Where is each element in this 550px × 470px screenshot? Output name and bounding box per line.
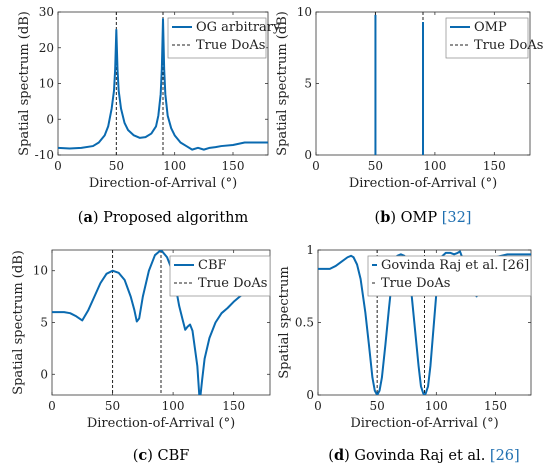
panel-caption: (d) Govinda Raj et al. [26] (328, 447, 519, 464)
y-axis-label: Spatial spectrum (dB) (275, 11, 290, 156)
y-tick-label: 10 (297, 5, 312, 19)
x-tick-label: 50 (368, 159, 383, 173)
y-tick-label: 0 (40, 367, 48, 381)
chart-panel-3: 0 50 100 150 0 5 10 Direction-of-Arrival (°) Spa… (11, 249, 271, 464)
legend-box (169, 255, 271, 297)
legend-true-doas-label: True DoAs (381, 276, 450, 291)
legend-series-label: CBF (198, 258, 227, 273)
y-axis-label: Spatial spectrum (dB) (11, 250, 26, 395)
y-tick-label: 0.5 (295, 316, 314, 330)
legend: Govinda Raj et al. [26] True DoAs (367, 255, 532, 297)
x-tick-label: 150 (222, 159, 245, 173)
y-tick-label: 20 (39, 41, 54, 55)
y-tick-label: 1 (306, 243, 314, 257)
x-tick-label: 50 (370, 399, 385, 413)
x-tick-label: 0 (48, 399, 56, 413)
legend-true-doas-label: True DoAs (196, 38, 265, 53)
x-axis-label: Direction-of-Arrival (°) (350, 416, 498, 431)
chart-panel-4: 0 50 100 150 0 0.5 1 Direction-of-Arrival (°) Sp… (277, 243, 532, 464)
y-axis-label: Spatial spectrum (dB) (17, 11, 32, 156)
legend-true-doas-label: True DoAs (198, 276, 267, 291)
x-tick-label: 100 (425, 399, 448, 413)
y-tick-label: 5 (40, 316, 48, 330)
legend-box (367, 255, 532, 297)
y-tick-label: 0 (46, 112, 54, 126)
legend: OMP True DoAs (445, 17, 543, 59)
x-tick-label: 0 (314, 399, 322, 413)
panel-caption: (a) Proposed algorithm (78, 209, 249, 226)
legend-series-label: OG arbitrary (196, 20, 281, 35)
chart-panel-1: 0 50 100 150-100102030Direction-of-Arrival … (17, 5, 281, 226)
legend: OG arbitrary True DoAs (167, 17, 281, 59)
x-tick-label: 100 (423, 159, 446, 173)
legend-series-label: OMP (474, 20, 507, 35)
chart-panel-2: 0 50 100 150 0 5 10 Direction-of-Arrival (°) Spa… (275, 5, 543, 226)
x-tick-label: 50 (105, 399, 120, 413)
x-axis-label: Direction-of-Arrival (°) (349, 176, 497, 191)
y-axis-label: Spatial spectrum (277, 266, 292, 379)
x-tick-label: 150 (483, 159, 506, 173)
legend-box (167, 17, 267, 59)
panel-caption: (b) OMP [32] (375, 209, 472, 226)
y-tick-label: -10 (35, 148, 54, 162)
series-group (374, 14, 424, 155)
legend: CBF True DoAs (169, 255, 271, 297)
x-tick-label: 100 (163, 159, 186, 173)
panel-caption: (c) CBF (133, 447, 190, 464)
x-tick-label: 0 (54, 159, 62, 173)
x-tick-label: 150 (222, 399, 245, 413)
x-tick-label: 150 (484, 399, 507, 413)
y-tick-label: 30 (39, 5, 54, 19)
y-tick-label: 5 (304, 77, 312, 91)
series-group (52, 250, 247, 395)
y-tick-label: 10 (33, 264, 48, 278)
y-tick-label: 10 (39, 77, 54, 91)
series-line (58, 18, 268, 151)
y-tick-label: 0 (306, 388, 314, 402)
y-tick-label: 0 (304, 148, 312, 162)
x-axis-label: Direction-of-Arrival (°) (87, 416, 235, 431)
x-tick-label: 100 (162, 399, 185, 413)
legend-series-label: Govinda Raj et al. [26] (381, 258, 529, 273)
x-tick-label: 50 (109, 159, 124, 173)
x-tick-label: 0 (312, 159, 320, 173)
legend-box (445, 17, 529, 59)
series-group (58, 18, 268, 151)
legend-true-doas-label: True DoAs (474, 38, 543, 53)
x-axis-label: Direction-of-Arrival (°) (89, 176, 237, 191)
series-line (52, 250, 247, 395)
